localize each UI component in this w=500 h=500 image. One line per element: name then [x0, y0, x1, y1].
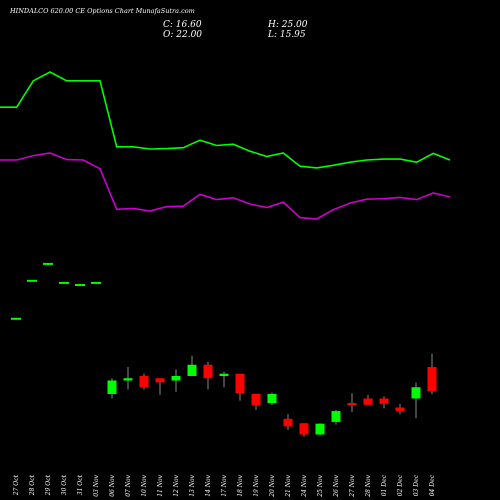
x-tick-label: 03 Dec: [413, 474, 420, 496]
candle-body: [235, 373, 245, 394]
candle-body: [155, 378, 165, 383]
x-tick-label: 27 Nov: [349, 474, 356, 497]
candle: [251, 394, 261, 410]
candle-body: [427, 367, 437, 392]
candle-body: [251, 394, 261, 406]
low-value: L: 15.95: [268, 30, 306, 40]
x-tick-label: 19 Nov: [253, 474, 260, 496]
candle: [411, 382, 421, 419]
x-tick-label: 13 Nov: [189, 474, 196, 496]
x-tick-label: 17 Nov: [221, 474, 228, 496]
upper-band-line: [0, 71, 451, 169]
candle: [363, 394, 373, 406]
x-tick-label: 21 Nov: [285, 474, 292, 497]
x-tick-label: 26 Nov: [333, 474, 340, 497]
x-tick-label: 02 Dec: [397, 474, 404, 496]
candle-body: [187, 364, 197, 376]
candle-body: [283, 418, 293, 427]
chart-title: HINDALCO 620.00 CE Options Chart MunafaS…: [10, 7, 195, 15]
candle: [379, 396, 389, 409]
candle: [203, 361, 213, 390]
candle-body: [347, 403, 357, 406]
candle-body: [363, 398, 373, 405]
x-tick-label: 18 Nov: [237, 474, 244, 496]
x-tick-label: 28 Nov: [365, 474, 372, 497]
x-tick-label: 10 Nov: [141, 474, 148, 496]
x-tick-label: 06 Nov: [109, 474, 116, 496]
candle-body: [219, 373, 229, 376]
candle: [267, 392, 277, 406]
x-tick-label: 20 Nov: [269, 474, 276, 497]
x-tick-label: 14 Nov: [205, 474, 212, 496]
candle-body: [123, 378, 133, 381]
candle: [171, 369, 181, 392]
candle-body: [395, 407, 405, 412]
candle-body: [379, 398, 389, 404]
candle-body: [299, 423, 309, 435]
x-tick-label: 11 Nov: [157, 474, 164, 496]
candle: [155, 378, 165, 395]
candle: [187, 355, 197, 376]
x-tick-label: 01 Dec: [381, 474, 388, 496]
candle-body: [203, 364, 213, 379]
x-tick-label: 29 Oct: [45, 474, 52, 496]
x-tick-label: 24 Nov: [301, 474, 308, 497]
candle: [395, 403, 405, 415]
candle: [235, 373, 245, 401]
candle: [347, 393, 357, 412]
high-value: H: 25.00: [268, 20, 308, 30]
candle-body: [267, 394, 277, 403]
open-value: O: 22.00: [163, 30, 203, 40]
close-value: C: 16.60: [163, 20, 202, 30]
candle-body: [171, 376, 181, 381]
candle-body: [331, 411, 341, 422]
candle: [283, 414, 293, 430]
x-tick-label: 28 Oct: [29, 474, 36, 496]
candle: [219, 371, 229, 388]
candle: [315, 423, 325, 436]
lower-band-line: [0, 152, 451, 220]
candle: [299, 423, 309, 437]
candle: [331, 409, 341, 425]
candle: [427, 353, 437, 395]
x-tick-label: 04 Dec: [429, 474, 436, 496]
candle: [139, 373, 149, 390]
x-tick-label: 31 Oct: [77, 474, 84, 495]
x-tick-label: 07 Nov: [125, 474, 132, 496]
x-tick-label: 25 Nov: [317, 474, 324, 497]
x-tick-label: 30 Oct: [61, 474, 68, 495]
candle-body: [139, 376, 149, 388]
candle: [107, 378, 117, 399]
x-tick-label: 27 Oct: [13, 474, 20, 496]
candle: [123, 367, 133, 390]
x-tick-label: 03 Nov: [93, 474, 100, 496]
candle-body: [315, 423, 325, 435]
candle-body: [107, 380, 117, 394]
candle-body: [411, 387, 421, 399]
x-tick-label: 12 Nov: [173, 474, 180, 496]
